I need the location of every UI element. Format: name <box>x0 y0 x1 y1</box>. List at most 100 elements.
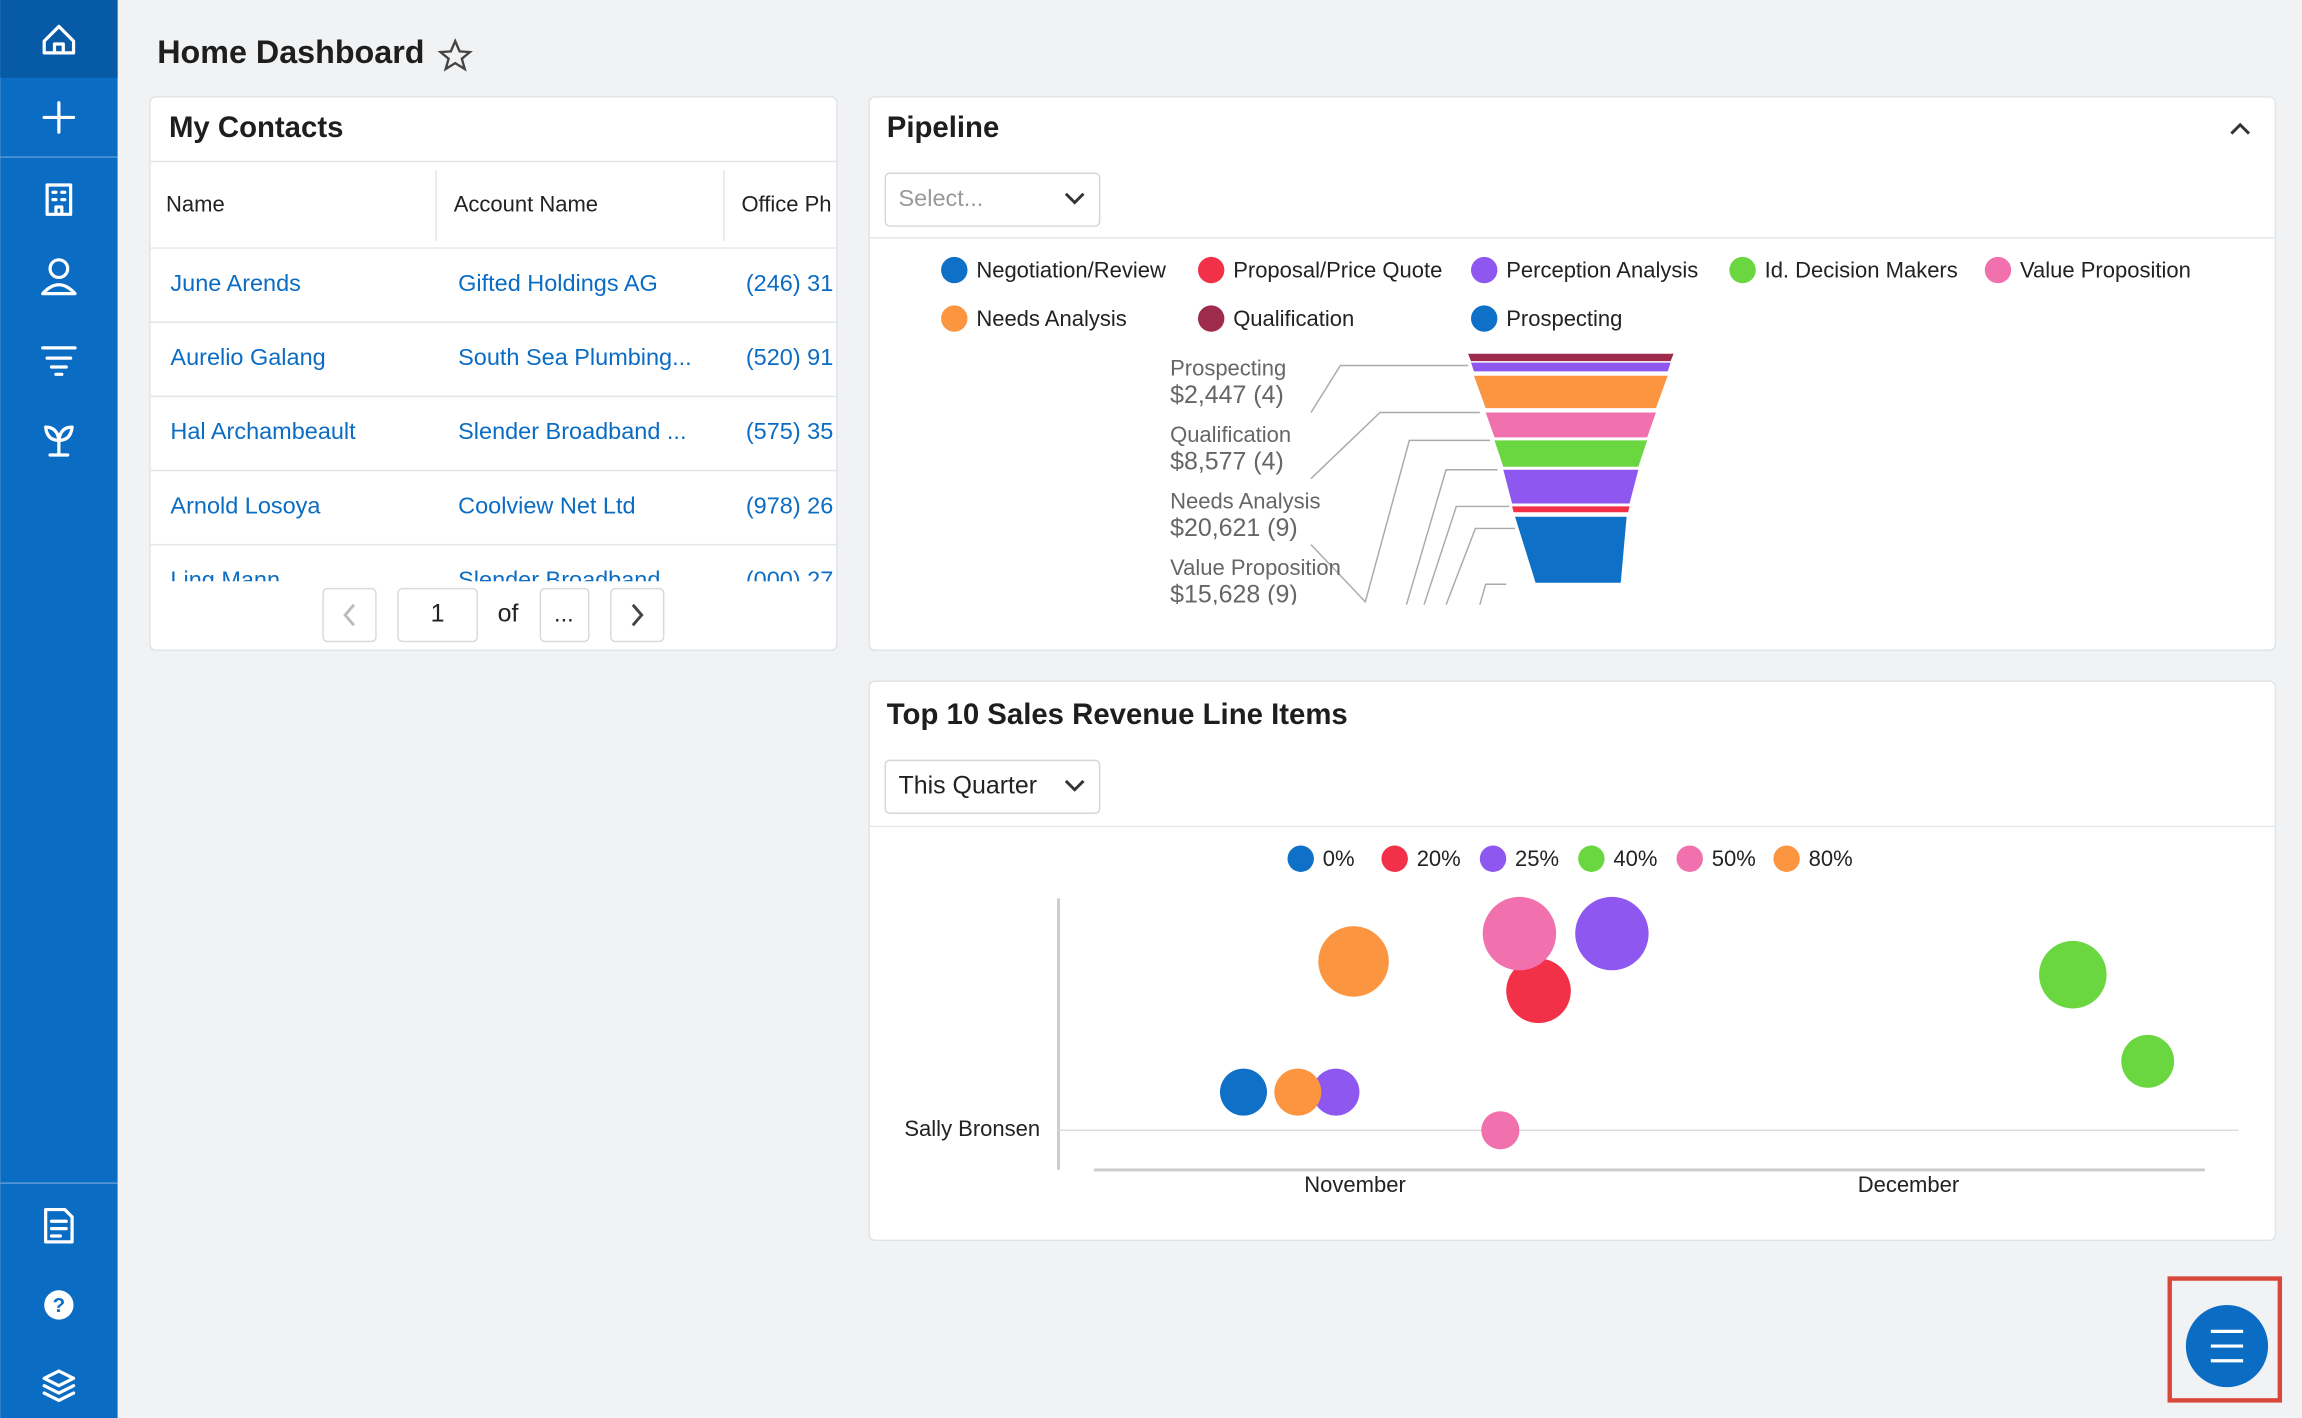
legend-marker[interactable] <box>1479 845 1507 872</box>
bubble[interactable] <box>1575 896 1649 971</box>
period-select[interactable] <box>884 759 1101 814</box>
legend-label[interactable]: 0% <box>1323 846 1355 871</box>
funnel-amount: $15,628 (9) <box>1170 580 1298 608</box>
funnel-segment <box>1471 362 1671 372</box>
legend-marker[interactable] <box>1471 256 1498 284</box>
funnel-amount: $2,447 (4) <box>1170 381 1284 409</box>
legend-marker[interactable] <box>1471 305 1498 332</box>
page-of: of <box>498 600 519 628</box>
funnel-segment <box>1485 412 1656 438</box>
legend-label[interactable]: 25% <box>1515 846 1559 871</box>
legend-marker[interactable] <box>1381 845 1408 872</box>
funnel-stage: Qualification <box>1170 422 1291 447</box>
highlight-box <box>2167 1276 2283 1403</box>
create-icon[interactable] <box>42 101 76 134</box>
table-link[interactable]: Arnold Losoya <box>170 492 321 518</box>
x-axis-label: November <box>1304 1172 1405 1197</box>
column-header[interactable]: Office Ph <box>741 191 831 216</box>
table-link[interactable]: Aurelio Galang <box>170 344 325 370</box>
pipeline-select[interactable] <box>884 172 1101 227</box>
table-link[interactable]: (575) 35 <box>746 418 833 444</box>
legend-marker[interactable] <box>1197 256 1225 284</box>
legend-marker[interactable] <box>941 305 968 332</box>
funnel-amount: $8,577 (4) <box>1170 447 1284 475</box>
pagination: 1 of ... <box>322 587 665 643</box>
bubble[interactable] <box>1481 1111 1520 1150</box>
column-header[interactable]: Account Name <box>454 191 598 216</box>
bubble[interactable] <box>1506 958 1571 1024</box>
legend-label[interactable]: Value Proposition <box>2020 257 2191 282</box>
card-title: Pipeline <box>887 111 1000 144</box>
legend-label[interactable]: Prospecting <box>1506 306 1622 331</box>
next-page[interactable] <box>610 587 665 643</box>
page-title: Home Dashboard <box>157 34 424 70</box>
table-link[interactable]: Ling Mann <box>170 566 280 592</box>
opportunities-icon[interactable] <box>41 346 77 376</box>
legend-marker[interactable] <box>1197 305 1225 332</box>
bubble[interactable] <box>1274 1068 1322 1116</box>
layers-icon[interactable] <box>42 1369 76 1402</box>
home-nav[interactable] <box>0 0 118 78</box>
home-icon[interactable] <box>42 24 76 55</box>
table-link[interactable]: Slender Broadband <box>458 566 660 592</box>
legend-label[interactable]: Proposal/Price Quote <box>1233 257 1442 282</box>
table-link[interactable]: June Arends <box>170 270 300 296</box>
card-title: My Contacts <box>169 111 343 144</box>
forecast-icon[interactable] <box>44 425 74 457</box>
collapse-toggle[interactable] <box>2230 122 2251 135</box>
x-axis-label: December <box>1858 1172 1959 1197</box>
bubble[interactable] <box>2121 1034 2175 1088</box>
legend-marker[interactable] <box>1676 845 1703 872</box>
legend-label[interactable]: 50% <box>1712 846 1756 871</box>
table-link[interactable]: (520) 91 <box>746 344 833 370</box>
bubble[interactable] <box>2039 940 2107 1009</box>
funnel-segment <box>1494 440 1648 467</box>
accounts-icon[interactable] <box>45 183 73 216</box>
legend-label[interactable]: Negotiation/Review <box>976 257 1166 282</box>
contacts-card <box>149 96 838 652</box>
page-number: 1 <box>431 600 445 628</box>
table-link[interactable]: Slender Broadband ... <box>458 418 686 444</box>
prev-page[interactable] <box>322 587 377 643</box>
bubble[interactable] <box>1482 896 1557 971</box>
table-link[interactable]: South Sea Plumbing... <box>458 344 692 370</box>
table-link[interactable]: (000) 27 <box>746 566 833 592</box>
legend-label[interactable]: Id. Decision Makers <box>1765 257 1958 282</box>
table-link[interactable]: (978) 26 <box>746 492 833 518</box>
legend-label[interactable]: 40% <box>1613 846 1657 871</box>
sidebar <box>0 0 118 1418</box>
legend-label[interactable]: Needs Analysis <box>976 306 1126 331</box>
favorite-star[interactable] <box>437 38 473 72</box>
help-icon[interactable] <box>44 1290 74 1320</box>
column-header[interactable]: Name <box>166 191 225 216</box>
legend-label[interactable]: Perception Analysis <box>1506 257 1698 282</box>
bubble[interactable] <box>1318 926 1389 997</box>
page-more-label: ... <box>554 600 574 626</box>
legend-marker[interactable] <box>1578 845 1605 872</box>
y-axis-label: Sally Bronsen <box>904 1116 1040 1141</box>
page-input[interactable] <box>397 587 478 643</box>
bubble[interactable] <box>1219 1068 1267 1116</box>
contacts-icon[interactable] <box>41 258 77 296</box>
reports-icon[interactable] <box>44 1207 74 1244</box>
table-link[interactable]: Gifted Holdings AG <box>458 270 658 296</box>
legend-marker[interactable] <box>1287 845 1314 872</box>
funnel-segment <box>1468 353 1674 362</box>
legend-label[interactable]: 20% <box>1417 846 1461 871</box>
sales-legend: 0% 20% 25% 40% 50% 80% <box>1287 845 1853 872</box>
pipeline-card <box>868 96 2277 652</box>
table-link[interactable]: Coolview Net Ltd <box>458 492 635 518</box>
legend-label[interactable]: Qualification <box>1233 306 1354 331</box>
legend-marker[interactable] <box>941 256 968 284</box>
page-more[interactable] <box>539 587 590 643</box>
table-link[interactable]: Hal Archambeault <box>170 418 356 444</box>
bubble[interactable] <box>1312 1068 1360 1116</box>
legend-marker[interactable] <box>1773 845 1800 872</box>
legend-marker[interactable] <box>1729 256 1756 284</box>
funnel-segment <box>1473 375 1668 409</box>
legend-label[interactable]: 80% <box>1809 846 1853 871</box>
legend-marker[interactable] <box>1984 256 2012 284</box>
table-link[interactable]: (246) 31 <box>746 270 833 296</box>
